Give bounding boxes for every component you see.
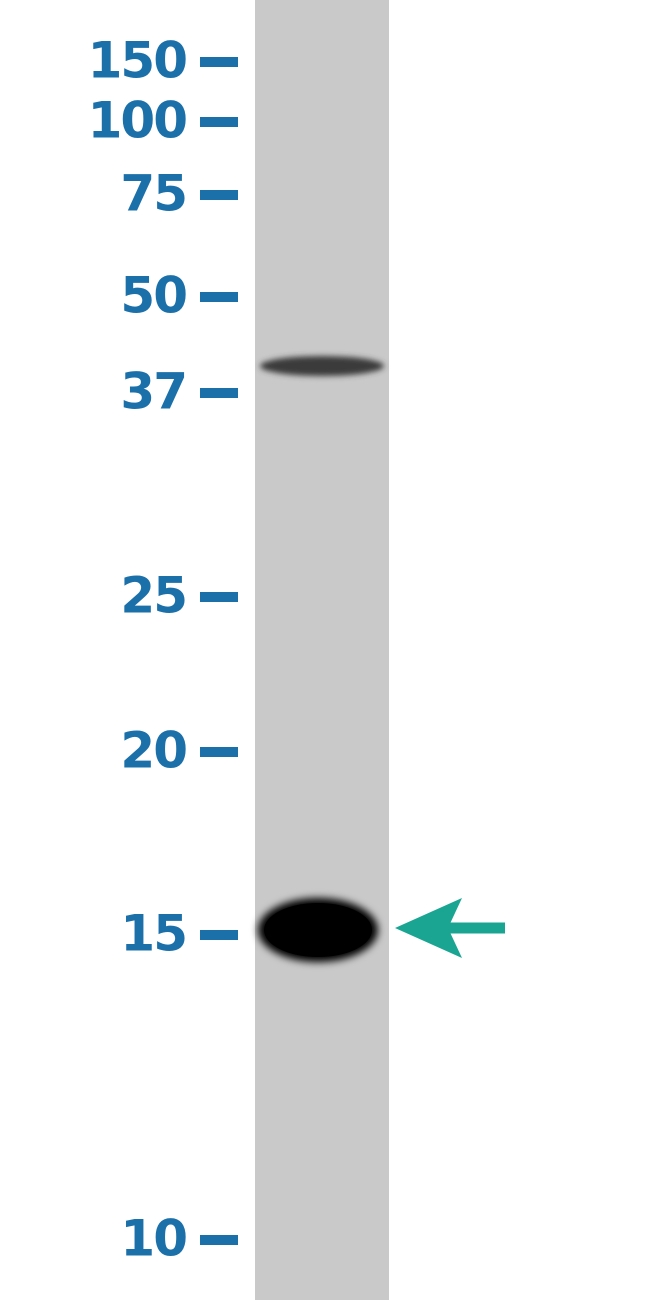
marker-label: 37 [120, 363, 186, 421]
marker-label: 100 [88, 92, 187, 150]
marker-dash [200, 592, 238, 602]
marker-label: 50 [120, 267, 186, 325]
marker-dash [200, 388, 238, 398]
marker-label: 25 [120, 567, 186, 625]
marker-dash [200, 930, 238, 940]
marker-dash [200, 747, 238, 757]
marker-dash [200, 117, 238, 127]
marker-label: 10 [120, 1210, 186, 1268]
band-faint [260, 356, 384, 376]
arrow-head [395, 898, 462, 958]
marker-label: 20 [120, 722, 186, 780]
marker-label: 15 [120, 905, 186, 963]
marker-dash [200, 57, 238, 67]
marker-label: 75 [120, 165, 186, 223]
marker-dash [200, 1235, 238, 1245]
marker-label: 150 [88, 32, 187, 90]
marker-dash [200, 190, 238, 200]
marker-dash [200, 292, 238, 302]
arrow [395, 898, 505, 958]
band-core [264, 903, 372, 957]
gel-lane [255, 0, 389, 1300]
